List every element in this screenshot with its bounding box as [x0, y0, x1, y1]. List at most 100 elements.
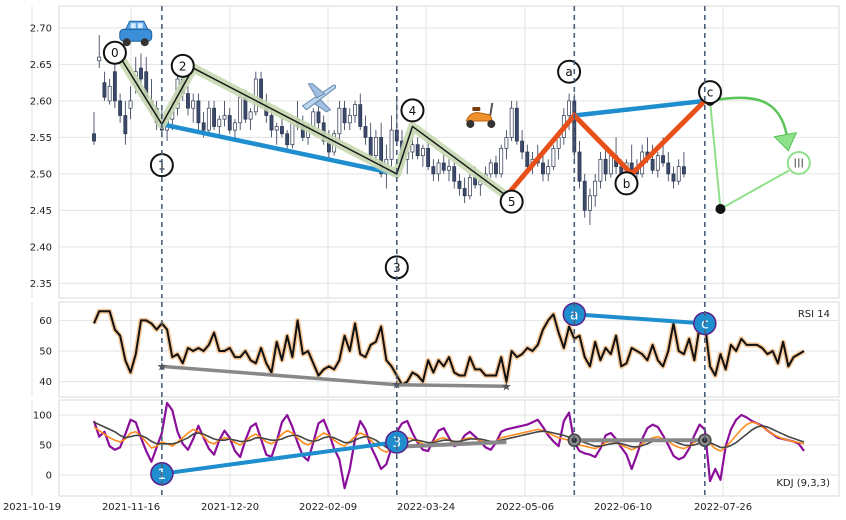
candle-body	[285, 133, 290, 146]
kdj-d-line	[93, 421, 805, 450]
candle-body	[415, 144, 420, 156]
wave-overlays: 012345abcIII	[102, 20, 811, 280]
car-wheel	[122, 38, 131, 47]
forecast-drop-line	[709, 100, 722, 210]
candle-body	[227, 115, 232, 131]
candle-body	[467, 177, 472, 197]
candle-body	[212, 107, 216, 127]
candle-body	[431, 166, 436, 175]
candle-body	[342, 107, 347, 124]
rsi-line	[93, 310, 805, 386]
rsi-label: RSI 14	[798, 309, 830, 320]
candle-body	[201, 122, 206, 131]
candle-body	[462, 188, 467, 197]
wave-label-circle	[557, 59, 582, 84]
candle-body	[379, 137, 384, 175]
forecast-arrowhead	[773, 132, 798, 152]
candle-body	[248, 111, 253, 120]
wave-label-circle	[102, 40, 127, 65]
candle-body	[206, 107, 211, 131]
candle-body	[447, 166, 451, 171]
wave-label-text: 0	[111, 46, 119, 60]
kdj-label: KDJ (9,3,3)	[776, 478, 830, 489]
candle-body	[682, 166, 686, 175]
price-tick-label: 2.60	[30, 96, 52, 107]
x-tick-label: 2022-05-06	[496, 502, 554, 513]
candle-body	[269, 115, 274, 131]
candle-body	[577, 151, 582, 182]
candle-body	[452, 166, 457, 182]
forecast-up-curve	[709, 96, 790, 145]
candle-body	[441, 162, 446, 171]
candle-body	[546, 166, 551, 175]
x-tick-labels: 2021-10-19 2021-11-16 2021-12-20 2022-02-09…	[3, 502, 752, 513]
candle-body	[504, 137, 509, 149]
price-tick-label: 2.35	[30, 279, 52, 290]
scooter-seat	[472, 106, 481, 111]
rsi-star-marker: ★	[501, 379, 512, 393]
price-tick-label: 2.45	[30, 206, 52, 217]
car-icon	[119, 20, 153, 47]
candle-body	[118, 100, 123, 116]
wave-label-text: 4	[409, 104, 417, 118]
wave-label-circle	[170, 53, 195, 78]
candle-body	[525, 151, 530, 167]
candle-body	[499, 148, 504, 175]
candle-body	[196, 100, 201, 124]
kdj-blue-line	[161, 440, 398, 476]
candle-body	[567, 100, 571, 116]
candle-body	[661, 155, 665, 164]
candle-body	[389, 129, 394, 160]
wave-label-circle	[786, 150, 811, 175]
price-tick-label: 2.40	[30, 242, 52, 253]
candle-body	[629, 162, 634, 171]
wave-label-circle	[400, 98, 425, 123]
wave-label-text: c	[707, 86, 714, 100]
x-tick-label: 2022-07-26	[694, 502, 752, 513]
rsi-lines: ★★★ac	[91, 302, 806, 393]
kdj-grey-line	[396, 440, 507, 449]
candle-body	[420, 148, 425, 157]
candle-body	[457, 180, 462, 189]
candle-body	[139, 67, 143, 80]
airplane-icon	[301, 83, 337, 113]
rsi-panel: 60 50 40 ★★★ac RSI 14	[31, 301, 840, 398]
plane-fuselage	[301, 84, 337, 111]
scooter-icon	[465, 102, 496, 128]
candle-body	[97, 56, 102, 62]
candle-body	[274, 126, 279, 131]
candle-body	[608, 155, 613, 175]
candle-body	[107, 85, 112, 102]
rsi-tick-label: 40	[39, 377, 52, 388]
rsi-y-ticks: 60 50 40	[39, 316, 52, 388]
scooter-handle	[489, 102, 494, 116]
x-tick-label: 2021-11-16	[102, 502, 160, 513]
candle-body	[102, 82, 107, 98]
kdj-tick-label: 100	[33, 411, 52, 422]
candle-body	[347, 115, 352, 124]
blue-trend-line	[159, 122, 400, 177]
candle-body	[363, 126, 368, 138]
candle-body	[676, 166, 681, 182]
candle-body	[353, 104, 357, 116]
candle-body	[233, 122, 237, 131]
candle-body	[311, 111, 316, 127]
candle-body	[541, 162, 545, 175]
kdj-y-ticks: 100 50 0	[33, 411, 52, 482]
candle-body	[112, 71, 117, 102]
candle-body	[186, 93, 190, 109]
price-tick-label: 2.65	[30, 60, 52, 71]
wave-label-text: 2	[179, 59, 187, 73]
candle-body	[316, 111, 321, 124]
plane-wing	[307, 83, 326, 99]
impulse-wave-line	[119, 56, 507, 197]
forecast-rise-line	[719, 169, 790, 210]
x-tick-label: 2022-03-24	[397, 502, 455, 513]
scooter-wheel	[466, 119, 475, 128]
candle-body	[603, 158, 608, 175]
plane-wing	[313, 99, 332, 113]
wave-label-text: b	[623, 177, 631, 191]
rsi-blue-line	[574, 312, 705, 326]
candle-body	[671, 173, 676, 182]
